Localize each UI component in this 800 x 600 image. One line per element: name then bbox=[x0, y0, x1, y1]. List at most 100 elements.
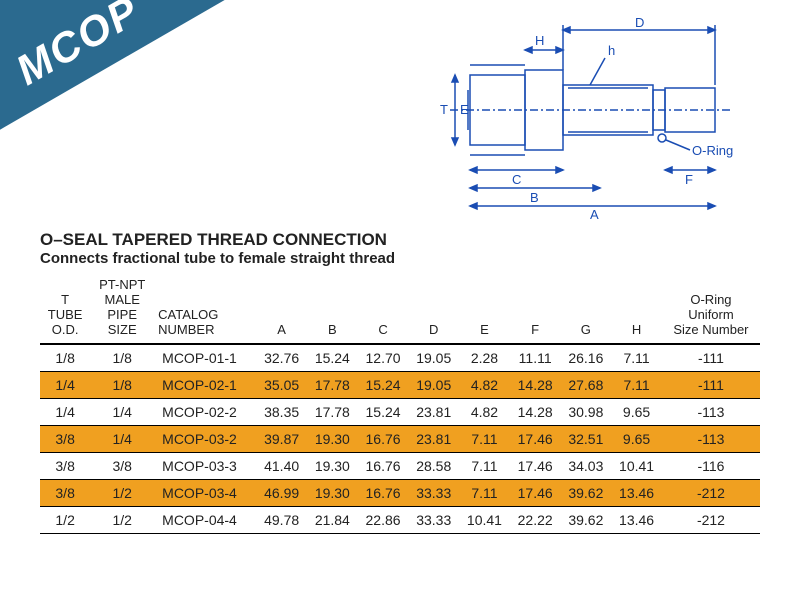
table-cell: -212 bbox=[662, 507, 760, 534]
table-row: 3/81/4MCOP-03-239.8719.3016.7623.817.111… bbox=[40, 426, 760, 453]
table-cell: 33.33 bbox=[408, 480, 459, 507]
table-cell: 7.11 bbox=[459, 426, 510, 453]
table-cell: MCOP-03-2 bbox=[154, 426, 256, 453]
table-cell: MCOP-02-1 bbox=[154, 372, 256, 399]
table-cell: 26.16 bbox=[561, 344, 612, 372]
table-cell: 10.41 bbox=[611, 453, 662, 480]
table-cell: 15.24 bbox=[307, 344, 358, 372]
table-cell: MCOP-03-3 bbox=[154, 453, 256, 480]
table-cell: 13.46 bbox=[611, 507, 662, 534]
dim-D: D bbox=[635, 15, 644, 30]
table-cell: 1/2 bbox=[90, 507, 154, 534]
table-cell: 3/8 bbox=[90, 453, 154, 480]
page-subtitle: Connects fractional tube to female strai… bbox=[40, 250, 395, 267]
col-header: G bbox=[561, 275, 612, 344]
table-cell: 46.99 bbox=[256, 480, 307, 507]
table-cell: 1/4 bbox=[90, 399, 154, 426]
table-cell: 4.82 bbox=[459, 399, 510, 426]
col-header: CATALOGNUMBER bbox=[154, 275, 256, 344]
table-cell: 12.70 bbox=[358, 344, 409, 372]
col-header: F bbox=[510, 275, 561, 344]
table-cell: 7.11 bbox=[611, 372, 662, 399]
table-cell: -113 bbox=[662, 426, 760, 453]
dim-E: E bbox=[460, 102, 469, 117]
part-diagram: H h D T E C B A F O-Ring bbox=[430, 10, 760, 220]
page-title: O–SEAL TAPERED THREAD CONNECTION bbox=[40, 230, 395, 250]
table-cell: 9.65 bbox=[611, 399, 662, 426]
table-cell: 39.62 bbox=[561, 507, 612, 534]
col-header: TTUBEO.D. bbox=[40, 275, 90, 344]
table-row: 3/83/8MCOP-03-341.4019.3016.7628.587.111… bbox=[40, 453, 760, 480]
table-cell: 14.28 bbox=[510, 372, 561, 399]
table-cell: 10.41 bbox=[459, 507, 510, 534]
col-header: PT-NPTMALEPIPESIZE bbox=[90, 275, 154, 344]
col-header: D bbox=[408, 275, 459, 344]
table-cell: 39.62 bbox=[561, 480, 612, 507]
table-cell: 1/4 bbox=[40, 399, 90, 426]
table-cell: 19.05 bbox=[408, 372, 459, 399]
dim-F: F bbox=[685, 172, 693, 187]
table-cell: 21.84 bbox=[307, 507, 358, 534]
table-cell: 15.24 bbox=[358, 399, 409, 426]
table-row: 1/81/8MCOP-01-132.7615.2412.7019.052.281… bbox=[40, 344, 760, 372]
table-cell: -113 bbox=[662, 399, 760, 426]
table-cell: 35.05 bbox=[256, 372, 307, 399]
table-cell: 1/4 bbox=[40, 372, 90, 399]
table-cell: 28.58 bbox=[408, 453, 459, 480]
table-cell: 33.33 bbox=[408, 507, 459, 534]
table-cell: 19.30 bbox=[307, 426, 358, 453]
dim-h: h bbox=[608, 43, 615, 58]
table-row: 1/21/2MCOP-04-449.7821.8422.8633.3310.41… bbox=[40, 507, 760, 534]
table-cell: 34.03 bbox=[561, 453, 612, 480]
table-cell: 32.76 bbox=[256, 344, 307, 372]
table-row: 1/41/8MCOP-02-135.0517.7815.2419.054.821… bbox=[40, 372, 760, 399]
table-row: 3/81/2MCOP-03-446.9919.3016.7633.337.111… bbox=[40, 480, 760, 507]
table-cell: 17.78 bbox=[307, 399, 358, 426]
table-cell: 7.11 bbox=[459, 453, 510, 480]
table-cell: -212 bbox=[662, 480, 760, 507]
heading-block: O–SEAL TAPERED THREAD CONNECTION Connect… bbox=[40, 230, 395, 267]
table-cell: 1/4 bbox=[90, 426, 154, 453]
table-cell: 17.46 bbox=[510, 453, 561, 480]
table-cell: MCOP-03-4 bbox=[154, 480, 256, 507]
col-header: C bbox=[358, 275, 409, 344]
table-cell: MCOP-01-1 bbox=[154, 344, 256, 372]
table-cell: 16.76 bbox=[358, 453, 409, 480]
dim-oring: O-Ring bbox=[692, 143, 733, 158]
table-cell: 7.11 bbox=[611, 344, 662, 372]
table-cell: 1/8 bbox=[90, 344, 154, 372]
table-cell: 3/8 bbox=[40, 480, 90, 507]
col-header: E bbox=[459, 275, 510, 344]
table-cell: 15.24 bbox=[358, 372, 409, 399]
dim-H: H bbox=[535, 33, 544, 48]
table-cell: 22.86 bbox=[358, 507, 409, 534]
col-header: H bbox=[611, 275, 662, 344]
table-cell: 41.40 bbox=[256, 453, 307, 480]
table-cell: 7.11 bbox=[459, 480, 510, 507]
table-cell: 4.82 bbox=[459, 372, 510, 399]
table-cell: 23.81 bbox=[408, 426, 459, 453]
table-cell: 16.76 bbox=[358, 480, 409, 507]
table-cell: 11.11 bbox=[510, 344, 561, 372]
table-cell: 19.30 bbox=[307, 453, 358, 480]
table-cell: 39.87 bbox=[256, 426, 307, 453]
col-header: B bbox=[307, 275, 358, 344]
table-cell: MCOP-04-4 bbox=[154, 507, 256, 534]
table-cell: 17.78 bbox=[307, 372, 358, 399]
spec-table: TTUBEO.D.PT-NPTMALEPIPESIZECATALOGNUMBER… bbox=[40, 275, 760, 534]
table-cell: 2.28 bbox=[459, 344, 510, 372]
table-cell: 1/2 bbox=[40, 507, 90, 534]
table-cell: 1/2 bbox=[90, 480, 154, 507]
table-cell: 38.35 bbox=[256, 399, 307, 426]
table-cell: 17.46 bbox=[510, 426, 561, 453]
table-cell: MCOP-02-2 bbox=[154, 399, 256, 426]
table-cell: 13.46 bbox=[611, 480, 662, 507]
dim-C: C bbox=[512, 172, 521, 187]
table-cell: 17.46 bbox=[510, 480, 561, 507]
table-cell: 1/8 bbox=[90, 372, 154, 399]
dim-B: B bbox=[530, 190, 539, 205]
table-cell: 19.05 bbox=[408, 344, 459, 372]
col-header: O-RingUniformSize Number bbox=[662, 275, 760, 344]
table-cell: -111 bbox=[662, 344, 760, 372]
table-cell: 14.28 bbox=[510, 399, 561, 426]
